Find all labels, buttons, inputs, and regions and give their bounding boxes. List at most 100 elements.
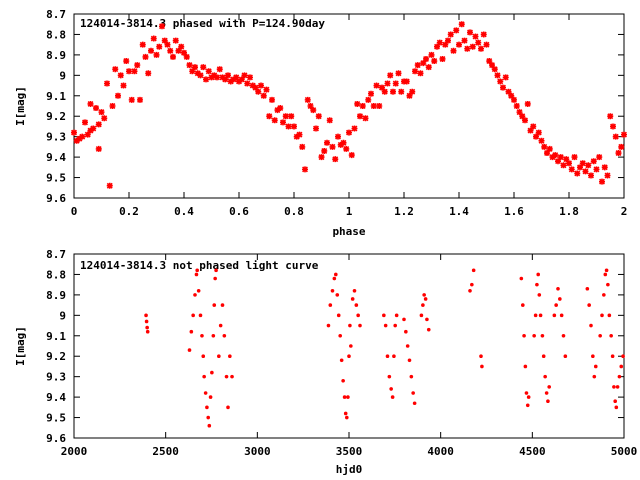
data-point <box>104 80 110 87</box>
data-point <box>84 131 91 138</box>
data-point <box>332 156 339 163</box>
data-point <box>561 333 566 338</box>
data-point <box>405 344 410 348</box>
data-point <box>526 395 531 399</box>
data-point <box>194 272 199 277</box>
data-point <box>244 80 251 87</box>
data-point <box>159 23 165 30</box>
data-point <box>252 84 259 91</box>
data-point <box>302 166 308 173</box>
data-point <box>373 82 380 89</box>
data-point <box>321 147 328 154</box>
data-point <box>217 354 221 359</box>
data-point <box>489 62 495 69</box>
data-point <box>214 268 218 273</box>
data-point <box>393 323 398 328</box>
data-point <box>409 374 414 379</box>
data-point <box>200 64 207 71</box>
data-point <box>535 282 539 287</box>
data-point <box>480 31 487 38</box>
data-point <box>101 115 108 122</box>
data-point <box>385 354 390 359</box>
y-tick-label: 9 <box>59 309 66 322</box>
data-point <box>205 68 212 75</box>
data-point <box>582 168 589 175</box>
data-point <box>458 21 465 28</box>
data-point <box>560 162 567 169</box>
y-axis-label: I[mag] <box>14 86 27 126</box>
data-point <box>218 323 223 328</box>
data-point <box>420 60 427 67</box>
data-point <box>516 109 523 116</box>
data-point <box>164 41 171 48</box>
data-point <box>208 395 213 399</box>
data-point <box>585 162 592 169</box>
data-point <box>334 272 338 277</box>
data-point <box>519 276 524 281</box>
data-point <box>403 78 410 85</box>
data-point <box>148 47 154 54</box>
data-point <box>343 411 348 416</box>
data-point <box>610 123 616 130</box>
data-point <box>330 289 335 293</box>
data-point <box>491 66 498 73</box>
data-point <box>500 84 506 91</box>
data-point <box>370 103 377 109</box>
data-point <box>533 313 538 318</box>
data-point <box>604 172 611 179</box>
data-point <box>556 286 560 291</box>
y-tick-label: 8.8 <box>46 28 66 41</box>
data-point <box>494 72 501 79</box>
data-point <box>390 88 396 95</box>
data-point <box>538 137 545 144</box>
data-point <box>590 158 597 165</box>
data-point <box>392 80 399 87</box>
data-point <box>341 378 345 383</box>
data-point <box>558 297 562 301</box>
data-point <box>187 348 192 352</box>
data-point <box>368 90 374 97</box>
data-point <box>216 66 223 73</box>
data-point <box>282 113 289 120</box>
data-point <box>606 282 610 287</box>
x-tick-label: 0.8 <box>284 205 304 218</box>
data-point <box>387 72 394 79</box>
data-point <box>376 103 383 109</box>
data-point <box>343 145 350 152</box>
data-point <box>579 160 586 167</box>
data-point <box>354 303 359 307</box>
data-point <box>610 354 615 359</box>
data-point <box>422 293 426 297</box>
data-point <box>436 39 443 46</box>
data-point <box>431 58 438 65</box>
data-point <box>414 62 421 69</box>
data-point <box>192 64 198 71</box>
data-point <box>502 74 509 81</box>
data-point <box>358 323 362 328</box>
y-tick-label: 9.5 <box>46 412 66 425</box>
data-point <box>175 47 182 54</box>
data-point <box>126 68 132 75</box>
data-point <box>167 47 174 54</box>
data-point <box>450 47 457 54</box>
data-point <box>395 70 402 77</box>
data-point <box>315 113 322 120</box>
data-point <box>522 333 526 338</box>
data-point <box>559 313 564 318</box>
data-point <box>497 78 504 85</box>
x-tick-label: 1.6 <box>504 205 524 218</box>
data-point <box>191 313 195 318</box>
data-point <box>568 166 575 173</box>
data-point <box>409 88 416 95</box>
data-point <box>214 74 220 81</box>
y-tick-label: 9.4 <box>46 151 66 164</box>
x-tick-label: 0.4 <box>174 205 194 218</box>
data-point <box>347 354 351 359</box>
data-point <box>511 96 517 103</box>
data-point <box>98 109 105 116</box>
data-point <box>170 53 176 60</box>
data-point <box>468 289 472 293</box>
y-tick-label: 9.1 <box>46 330 66 343</box>
data-point <box>222 76 229 83</box>
data-point <box>382 313 386 318</box>
